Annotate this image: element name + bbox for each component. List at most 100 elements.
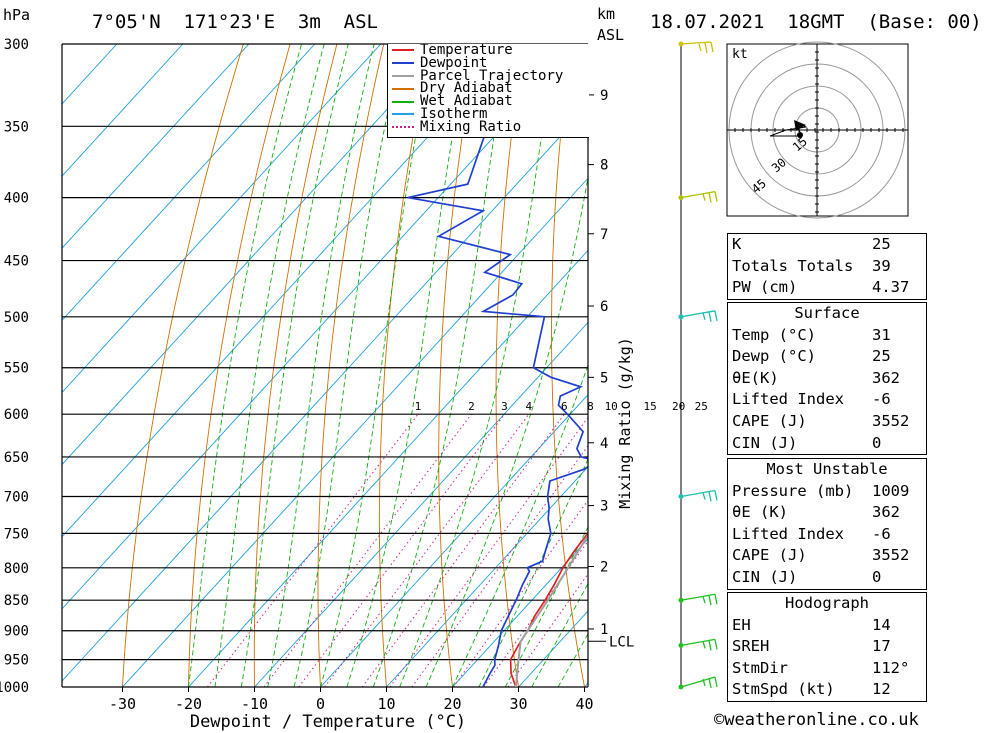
credit-link[interactable]: ©weatheronline.co.uk bbox=[714, 710, 919, 730]
mixing-ratio-label: 2 bbox=[468, 400, 475, 413]
height-tick-label: 8 bbox=[600, 158, 608, 174]
mixing-ratio-label: 15 bbox=[644, 400, 657, 413]
pressure-unit-label: hPa bbox=[3, 6, 31, 24]
wind-barb-feathers bbox=[680, 638, 718, 651]
surface-row: Lifted Index -6 bbox=[732, 390, 891, 409]
parcel-trajectory-line bbox=[514, 533, 588, 687]
wind-barb bbox=[678, 191, 718, 203]
location-title: 7°05'N 171°23'E 3m ASL bbox=[92, 11, 378, 33]
wet-adiabat-line bbox=[188, 44, 303, 687]
mixing-ratio-line bbox=[483, 540, 588, 687]
pressure-tick-label: 650 bbox=[4, 450, 29, 466]
pressure-tick-label: 500 bbox=[4, 310, 29, 326]
wind-barb-feathers bbox=[680, 676, 718, 689]
hodograph-title: Hodograph bbox=[785, 594, 869, 612]
isotherm-line bbox=[122, 177, 588, 687]
indices-surface: Surface Temp (°C) 31 Dewp (°C) 25 θE(K) 362… bbox=[727, 302, 927, 456]
km-label: km bbox=[597, 5, 616, 23]
isotherm-line bbox=[254, 321, 588, 687]
hodograph-row: EH 14 bbox=[732, 615, 891, 634]
wind-barb bbox=[678, 41, 714, 54]
pressure-tick-label: 450 bbox=[4, 254, 29, 270]
axes: 1 2 3 4 6 8 10 15 20 2530035040045050055060065070… bbox=[0, 37, 708, 732]
mixing-ratio-line bbox=[298, 413, 505, 687]
height-tick-label: 5 bbox=[600, 370, 608, 386]
pressure-tick-label: 1000 bbox=[0, 680, 29, 696]
wind-barb bbox=[678, 638, 718, 651]
legend: Temperature Dewpoint Parcel Trajectory Dry … bbox=[387, 42, 589, 138]
pressure-tick-label: 300 bbox=[4, 37, 29, 53]
legend-label: Isotherm bbox=[420, 105, 488, 122]
x-tick-label: 0 bbox=[316, 695, 325, 713]
wind-barb bbox=[678, 489, 718, 502]
pressure-tick-label: 400 bbox=[4, 191, 29, 207]
pressure-tick-label: 350 bbox=[4, 119, 29, 135]
mixing-ratio-axis-title: Mixing Ratio (g/kg) bbox=[616, 337, 634, 509]
legend-swatch bbox=[392, 87, 414, 90]
pressure-tick-label: 550 bbox=[4, 361, 29, 377]
mixing-ratio-label: 6 bbox=[561, 400, 568, 413]
indices-general: K 25 Totals Totals 39 PW (cm) 4.37 bbox=[727, 233, 927, 300]
wet-adiabat-line bbox=[478, 458, 588, 687]
height-tick-label: 2 bbox=[600, 559, 608, 575]
mixing-ratio-line bbox=[207, 413, 419, 687]
legend-label: Temperature bbox=[420, 42, 513, 58]
most-unstable-row: Lifted Index -6 bbox=[732, 524, 891, 543]
mixing-ratio-label: 8 bbox=[587, 400, 594, 413]
wind-barb bbox=[678, 676, 718, 690]
legend-item: Temperature bbox=[388, 42, 589, 58]
index-row-pw: PW (cm) 4.37 bbox=[732, 278, 910, 297]
mixing-ratio-label: 4 bbox=[525, 400, 532, 413]
hodograph-row: StmDir 112° bbox=[732, 658, 910, 677]
pressure-tick-label: 700 bbox=[4, 490, 29, 506]
legend-item: Isotherm bbox=[388, 105, 589, 122]
legend-swatch bbox=[392, 49, 414, 52]
datetime-title: 18.07.2021 18GMT (Base: 00) bbox=[650, 11, 982, 33]
dry-adiabat-line bbox=[657, 44, 716, 687]
wind-barb-feathers bbox=[680, 41, 714, 54]
x-tick-label: 40 bbox=[575, 695, 593, 713]
isotherm-line bbox=[452, 538, 588, 687]
hodograph-row: StmSpd (kt) 12 bbox=[732, 680, 891, 699]
wet-adiabat-line bbox=[214, 44, 325, 687]
wet-adiabat-line bbox=[240, 44, 349, 687]
pressure-tick-label: 600 bbox=[4, 407, 29, 423]
height-tick-label: 7 bbox=[600, 227, 608, 243]
pressure-tick-label: 800 bbox=[4, 561, 29, 577]
mixing-ratio-label: 1 bbox=[415, 400, 422, 413]
height-tick-label: 4 bbox=[600, 436, 608, 452]
most-unstable-row: CIN (J) 0 bbox=[732, 567, 882, 586]
pressure-tick-label: 750 bbox=[4, 526, 29, 542]
wet-adiabat-line bbox=[399, 44, 557, 687]
wind-barbs bbox=[678, 41, 718, 690]
wet-adiabat-line bbox=[372, 44, 510, 687]
asl-label: ASL bbox=[597, 26, 625, 44]
mixing-ratio-label: 20 bbox=[672, 400, 685, 413]
mixing-ratio-line bbox=[507, 573, 588, 687]
wind-barb-feathers bbox=[680, 310, 718, 322]
dry-adiabat-line bbox=[992, 44, 1000, 687]
wet-adiabat-line bbox=[346, 44, 470, 687]
wind-barb bbox=[678, 310, 718, 322]
mixing-ratio-line bbox=[361, 413, 565, 687]
height-tick-label: 6 bbox=[600, 299, 608, 315]
index-row-totals: Totals Totals 39 bbox=[732, 256, 891, 275]
most-unstable-row: CAPE (J) 3552 bbox=[732, 546, 910, 565]
hodograph-row: SREH 17 bbox=[732, 637, 891, 656]
dewpoint-line bbox=[407, 44, 588, 687]
surface-row: θE(K) 362 bbox=[732, 368, 900, 387]
legend-swatch bbox=[392, 113, 414, 116]
wet-adiabat-line bbox=[531, 582, 588, 687]
surface-row: Dewp (°C) 25 bbox=[732, 347, 891, 366]
dry-adiabat-line bbox=[438, 44, 478, 687]
wind-barb-feathers bbox=[680, 191, 718, 203]
legend-swatch bbox=[392, 100, 414, 103]
pressure-tick-label: 950 bbox=[4, 653, 29, 669]
profile-series bbox=[407, 44, 588, 687]
legend-item: Dewpoint bbox=[388, 56, 589, 70]
dry-adiabat-line bbox=[378, 44, 431, 687]
isotherm-line bbox=[320, 393, 588, 687]
isotherm-line bbox=[62, 44, 316, 321]
height-tick-label: 1 bbox=[600, 622, 608, 638]
legend-label: Mixing Ratio bbox=[420, 118, 522, 135]
